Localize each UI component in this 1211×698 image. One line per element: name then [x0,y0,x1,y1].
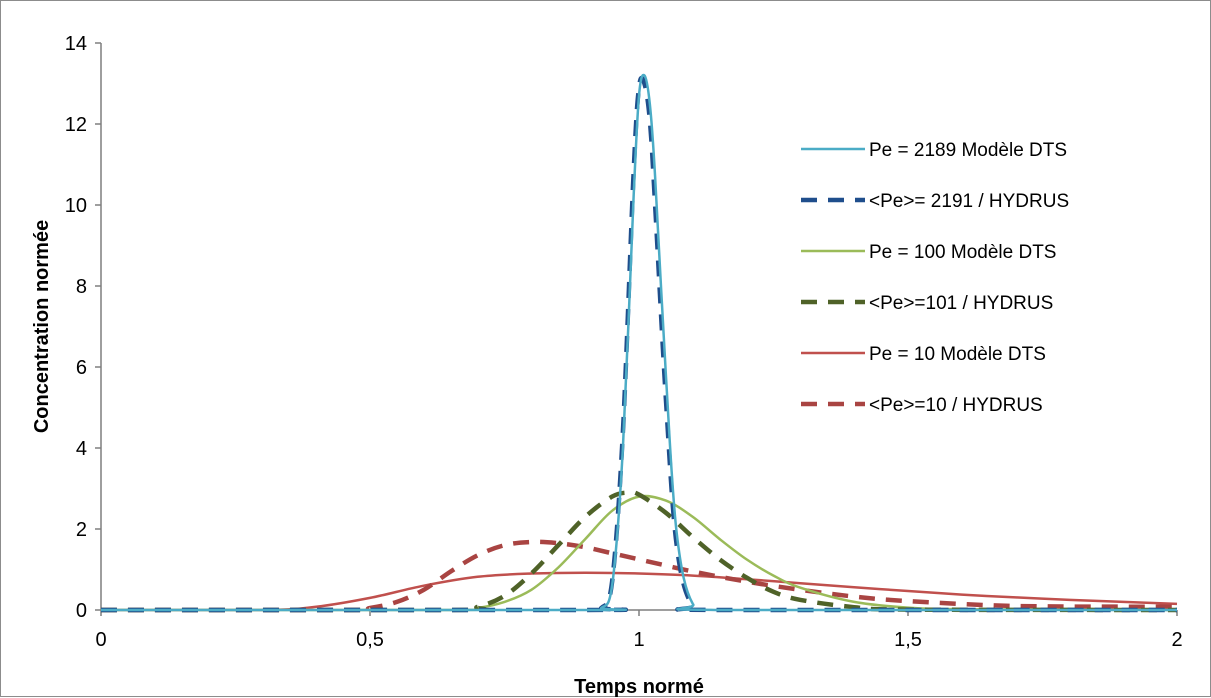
x-tick-label: 0,5 [356,629,384,651]
series-line-5 [100,571,1178,612]
series-layer [100,73,1178,613]
legend-label: Pe = 10 Modèle DTS [869,344,1046,365]
legend-label: Pe = 100 Modèle DTS [869,242,1056,263]
x-tick-label: 1,5 [894,629,922,651]
x-axis-title: Temps normé [574,676,704,698]
y-tick-label: 12 [65,114,87,136]
y-tick-label: 2 [76,519,87,541]
axes [100,43,1177,611]
y-tick-label: 0 [76,600,87,622]
legend-label: <Pe>=10 / HYDRUS [869,395,1043,416]
y-tick-label: 6 [76,357,87,379]
series-line-1 [100,73,1177,612]
x-ticks: 0 0,5 1 1,5 2 [95,610,1183,651]
y-tick-label: 4 [76,438,87,460]
legend: Pe = 2189 Modèle DTS <Pe>= 2191 / HYDRUS P… [801,140,1069,416]
x-tick-label: 2 [1171,629,1182,651]
legend-label: Pe = 2189 Modèle DTS [869,140,1067,161]
y-ticks: 0 2 4 6 8 10 12 14 [65,33,101,622]
y-axis-title: Concentration normée [31,220,53,433]
series-line-6 [100,539,1178,613]
series-line-3 [100,494,1178,612]
y-tick-label: 10 [65,195,87,217]
legend-label: <Pe>=101 / HYDRUS [869,293,1053,314]
x-tick-label: 1 [633,629,644,651]
y-tick-label: 14 [65,33,87,55]
legend-label: <Pe>= 2191 / HYDRUS [869,191,1069,212]
series-line-4 [100,489,1178,613]
y-tick-label: 8 [76,276,87,298]
x-tick-label: 0 [95,629,106,651]
